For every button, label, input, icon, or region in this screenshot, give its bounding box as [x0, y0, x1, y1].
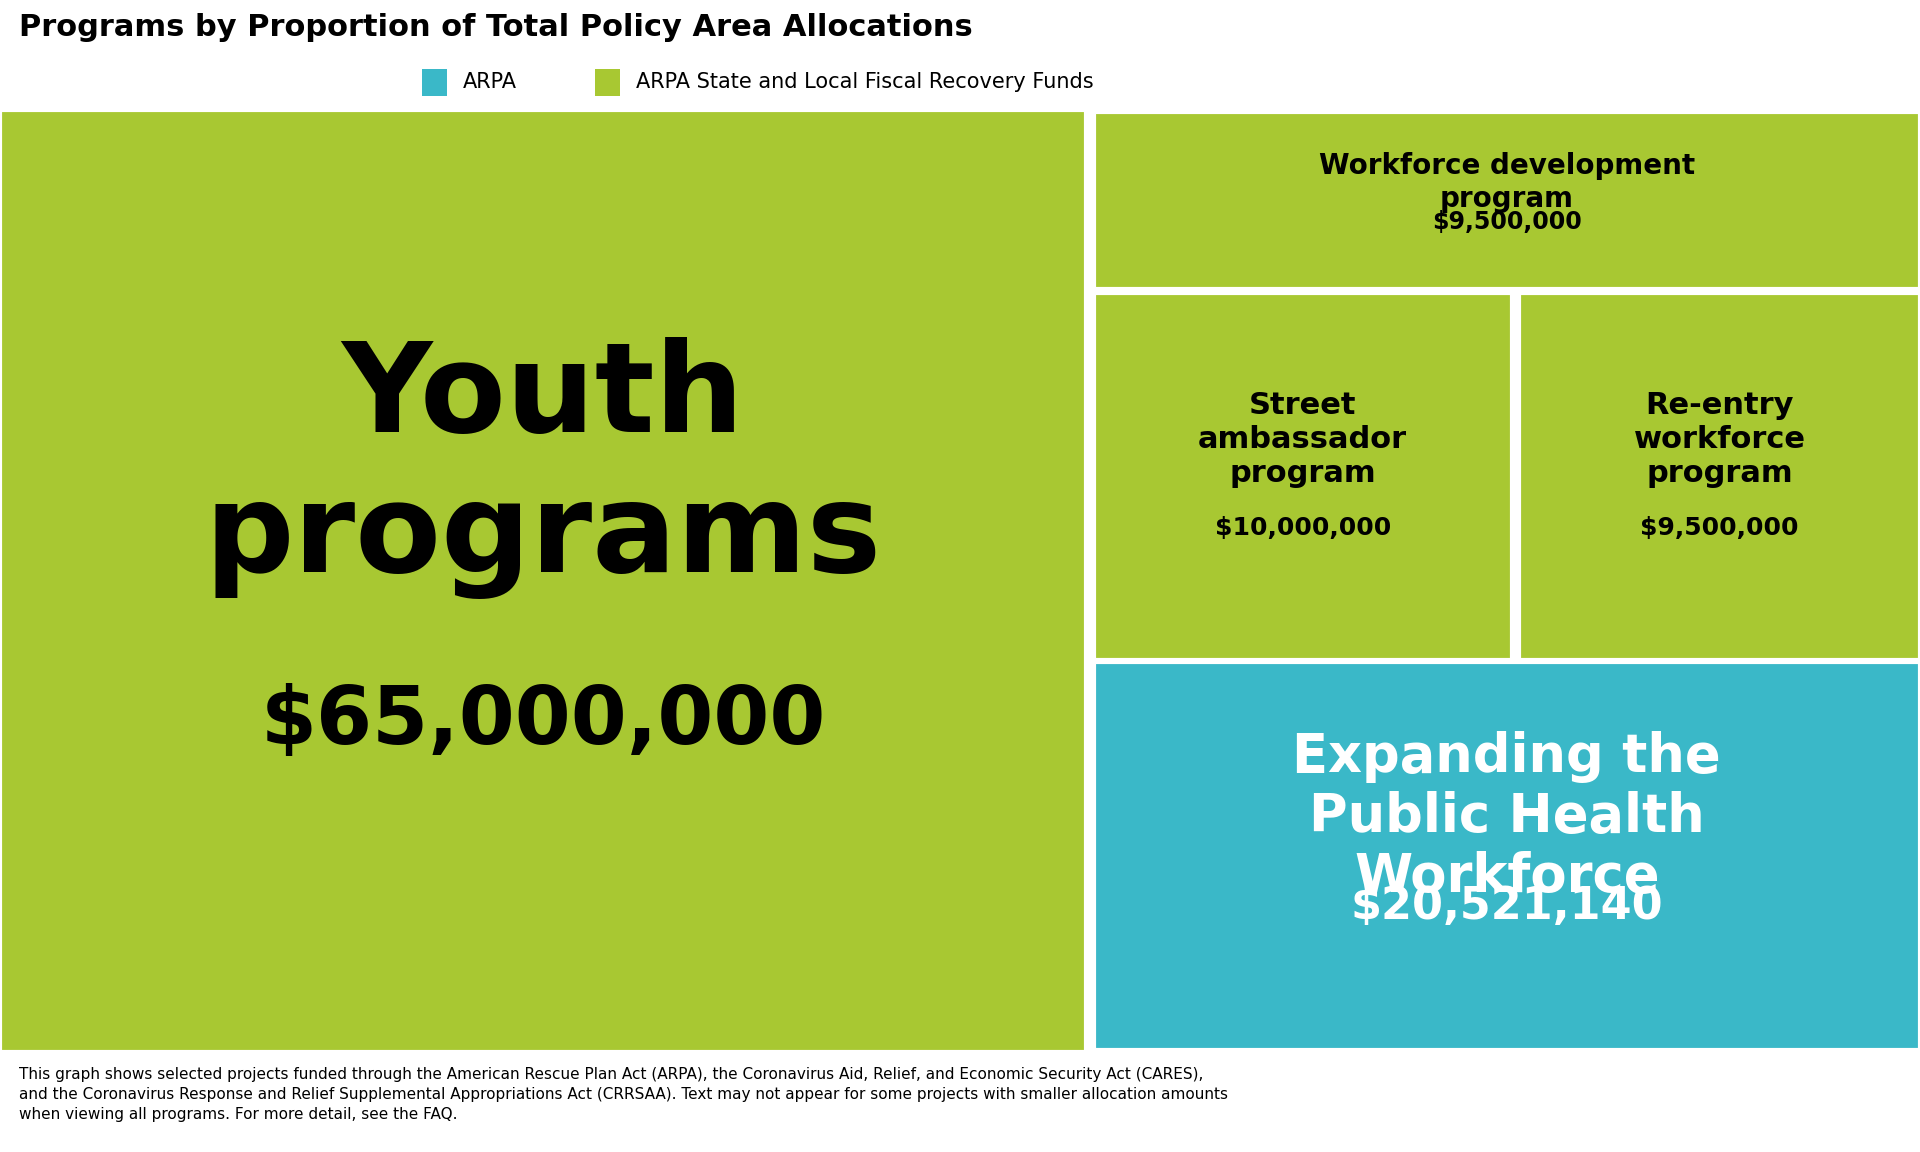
Text: $9,500,000: $9,500,000: [1640, 516, 1799, 539]
Text: Workforce development
program: Workforce development program: [1319, 152, 1695, 213]
Text: ARPA State and Local Fiscal Recovery Funds: ARPA State and Local Fiscal Recovery Fun…: [636, 73, 1092, 92]
Bar: [1094, 293, 1511, 660]
Text: $10,000,000: $10,000,000: [1215, 516, 1390, 539]
Bar: [595, 69, 620, 97]
Text: $20,521,140: $20,521,140: [1350, 885, 1663, 927]
Text: Expanding the
Public Health
Workforce: Expanding the Public Health Workforce: [1292, 730, 1720, 903]
Text: Street
ambassador
program: Street ambassador program: [1198, 392, 1407, 487]
Bar: [1519, 293, 1920, 660]
Bar: [1094, 661, 1920, 1051]
Bar: [1094, 112, 1920, 289]
Text: Youth
programs: Youth programs: [204, 338, 881, 599]
Text: $65,000,000: $65,000,000: [261, 683, 826, 761]
Text: Programs by Proportion of Total Policy Area Allocations: Programs by Proportion of Total Policy A…: [19, 13, 973, 41]
Bar: [422, 69, 447, 97]
Text: Re-entry
workforce
program: Re-entry workforce program: [1634, 392, 1805, 487]
Text: ARPA: ARPA: [463, 73, 516, 92]
Text: This graph shows selected projects funded through the American Rescue Plan Act (: This graph shows selected projects funde…: [19, 1067, 1229, 1122]
Text: $9,500,000: $9,500,000: [1432, 210, 1582, 234]
Bar: [0, 109, 1087, 1052]
